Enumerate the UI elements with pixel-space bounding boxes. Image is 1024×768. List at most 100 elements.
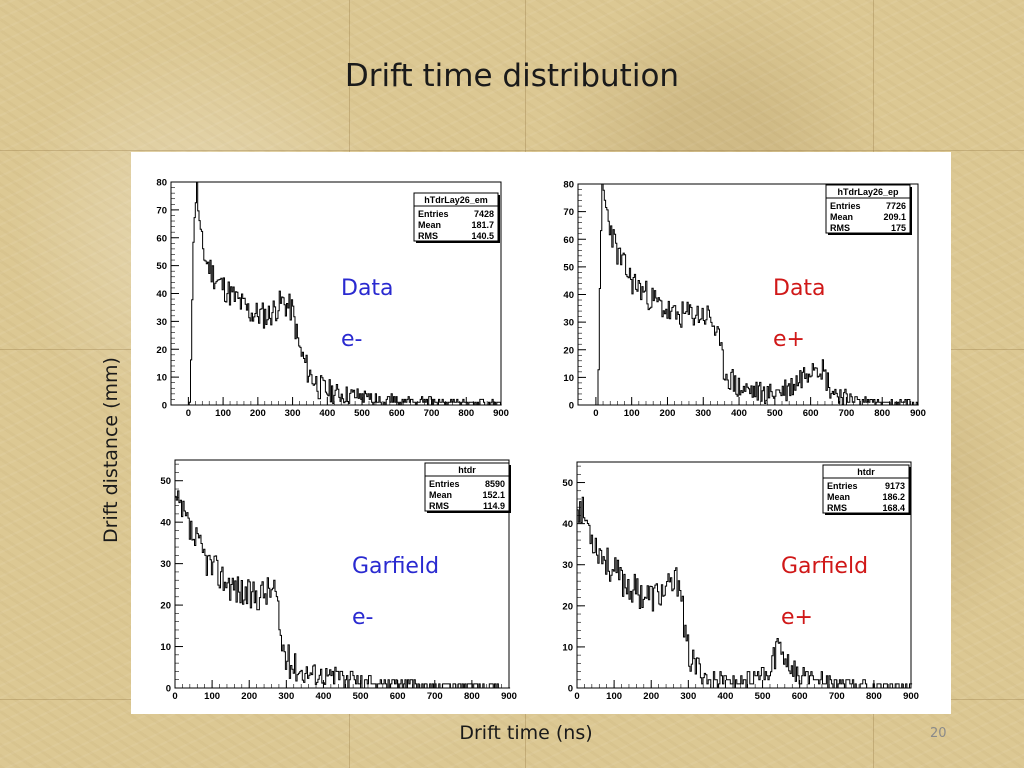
stats-box-frame: [424, 462, 510, 512]
x-tick-label: 800: [874, 408, 890, 419]
y-tick-label: 20: [562, 601, 573, 612]
x-tick-label: 900: [501, 691, 517, 702]
y-tick-label: 0: [162, 401, 167, 412]
stats-box: htdr Entries 9173 Mean 186.2 RMS 168.4: [822, 464, 911, 515]
y-tick-label: 40: [563, 290, 574, 301]
annotation-line: e-: [352, 605, 373, 630]
plot-frame: [576, 461, 912, 689]
x-tick-label: 500: [353, 691, 369, 702]
stat-label-mean: Mean: [418, 220, 441, 230]
x-tick-label: 900: [493, 408, 509, 419]
x-tick-label: 600: [390, 691, 406, 702]
stats-box-frame: [822, 464, 910, 514]
x-tick-label: 900: [903, 691, 919, 702]
x-tick-label: 200: [241, 691, 257, 702]
stat-value-entries: 9173: [885, 481, 905, 491]
x-tick-label: 400: [319, 408, 335, 419]
x-tick-label: 700: [838, 408, 854, 419]
y-tick-label: 20: [160, 601, 171, 612]
stat-label-rms: RMS: [830, 223, 850, 233]
slide-title: Drift time distribution: [344, 58, 680, 94]
stat-label-mean: Mean: [830, 212, 853, 222]
stat-label-mean: Mean: [429, 490, 452, 500]
annotation-line: e+: [773, 327, 805, 352]
y-tick-label: 70: [563, 207, 574, 218]
x-tick-label: 200: [643, 691, 659, 702]
stat-label-mean: Mean: [827, 492, 850, 502]
stat-value-mean: 186.2: [882, 492, 905, 502]
x-tick-label: 300: [695, 408, 711, 419]
x-tick-label: 900: [910, 408, 926, 419]
stat-value-mean: 181.7: [471, 220, 494, 230]
annotation-line: Data: [773, 276, 826, 301]
y-tick-label: 30: [156, 317, 167, 328]
annotation-line: e-: [341, 327, 362, 352]
stats-box-frame: [413, 192, 499, 242]
x-tick-label: 800: [458, 408, 474, 419]
y-tick-label: 50: [562, 478, 573, 489]
y-axis-label: Drift distance (mm): [91, 355, 131, 545]
x-tick-label: 800: [866, 691, 882, 702]
stat-value-mean: 152.1: [482, 490, 505, 500]
stat-value-entries: 7726: [886, 201, 906, 211]
stat-value-mean: 209.1: [883, 212, 906, 222]
y-tick-label: 80: [563, 180, 574, 191]
x-tick-label: 100: [215, 408, 231, 419]
stats-box-title: htdr: [458, 465, 476, 475]
stat-label-rms: RMS: [827, 503, 847, 513]
x-tick-label: 100: [204, 691, 220, 702]
y-tick-label: 0: [166, 684, 171, 695]
annotation-line: Data: [341, 276, 394, 301]
y-axis-label-text: Drift distance (mm): [100, 357, 122, 543]
stat-value-rms: 175: [891, 223, 906, 233]
y-tick-label: 50: [156, 261, 167, 272]
annotation-line: Garfield: [352, 554, 439, 579]
x-tick-label: 300: [278, 691, 294, 702]
x-tick-label: 700: [424, 408, 440, 419]
histogram-line: [577, 496, 913, 689]
histogram-line: [175, 490, 511, 689]
x-tick-label: 100: [606, 691, 622, 702]
stat-label-entries: Entries: [429, 479, 460, 489]
x-tick-label: 400: [316, 691, 332, 702]
x-axis-label: Drift time (ns): [459, 722, 593, 744]
y-tick-label: 80: [156, 178, 167, 189]
histogram-line: [171, 181, 502, 406]
histogram-line: [578, 183, 919, 406]
x-tick-label: 800: [464, 691, 480, 702]
y-tick-label: 20: [156, 345, 167, 356]
y-tick-label: 50: [563, 262, 574, 273]
y-tick-label: 30: [562, 560, 573, 571]
x-tick-label: 100: [624, 408, 640, 419]
stats-box-title: htdr: [857, 467, 875, 477]
stat-label-entries: Entries: [827, 481, 858, 491]
y-tick-label: 10: [160, 642, 171, 653]
x-tick-label: 0: [172, 691, 177, 702]
x-tick-label: 600: [803, 408, 819, 419]
y-tick-label: 10: [563, 373, 574, 384]
stat-value-rms: 168.4: [882, 503, 905, 513]
stats-box: htdr Entries 8590 Mean 152.1 RMS 114.9: [424, 462, 511, 513]
x-tick-label: 0: [574, 691, 579, 702]
stat-label-rms: RMS: [418, 231, 438, 241]
x-tick-label: 400: [718, 691, 734, 702]
y-tick-label: 20: [563, 345, 574, 356]
stat-value-rms: 114.9: [483, 501, 505, 511]
x-tick-label: 200: [660, 408, 676, 419]
stat-label-entries: Entries: [418, 209, 449, 219]
y-tick-label: 0: [568, 684, 573, 695]
stats-box: hTdrLay26_ep Entries 7726 Mean 209.1 RMS 175: [825, 184, 912, 235]
y-tick-label: 30: [563, 318, 574, 329]
y-tick-label: 50: [160, 476, 171, 487]
y-tick-label: 60: [563, 235, 574, 246]
x-tick-label: 300: [680, 691, 696, 702]
x-tick-label: 200: [250, 408, 266, 419]
plot-frame: [174, 459, 510, 689]
stats-box: hTdrLay26_em Entries 7428 Mean 181.7 RMS 140.5: [413, 192, 500, 243]
x-tick-label: 500: [755, 691, 771, 702]
y-tick-label: 40: [156, 289, 167, 300]
x-tick-label: 400: [731, 408, 747, 419]
